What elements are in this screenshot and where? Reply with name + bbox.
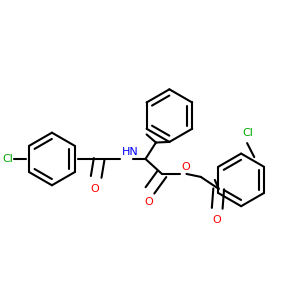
Text: Cl: Cl [2, 154, 13, 164]
Text: O: O [90, 184, 99, 194]
Text: O: O [181, 162, 190, 172]
Text: O: O [144, 197, 153, 207]
Text: Cl: Cl [242, 128, 253, 138]
Text: HN: HN [122, 148, 138, 158]
Text: O: O [213, 215, 222, 225]
